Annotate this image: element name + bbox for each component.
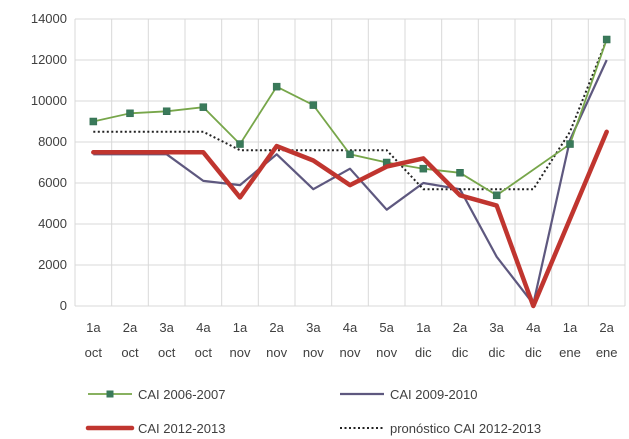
x-tick-label: nov: [340, 345, 361, 360]
series-marker: [236, 140, 244, 148]
series-marker: [272, 82, 281, 91]
y-tick-label: 2000: [38, 257, 67, 272]
y-tick-label: 14000: [31, 11, 67, 26]
x-tick-label: 2a: [269, 320, 284, 335]
x-tick-label: oct: [195, 345, 213, 360]
x-tick-label: 2a: [453, 320, 468, 335]
series-line-2: [91, 129, 609, 309]
x-tick-label: oct: [85, 345, 103, 360]
series-marker: [126, 109, 134, 118]
x-tick-label: dic: [525, 345, 542, 360]
x-tick-label: 1a: [86, 320, 101, 335]
y-tick-label: 6000: [38, 175, 67, 190]
series-marker: [492, 191, 501, 200]
x-tick-label: 3a: [159, 320, 174, 335]
chart-series: [89, 35, 611, 309]
series-marker: [199, 103, 208, 111]
x-tick-label: 1a: [563, 320, 578, 335]
series-line-0: [93, 39, 608, 197]
x-tick-label: 4a: [196, 320, 211, 335]
x-tick-label: dic: [415, 345, 432, 360]
series-marker: [602, 35, 611, 44]
x-tick-label: dic: [488, 345, 505, 360]
y-tick-label: 12000: [31, 52, 67, 67]
x-tick-label: nov: [266, 345, 287, 360]
x-tick-label: ene: [596, 345, 618, 360]
series-line-1: [93, 59, 608, 305]
x-axis-ticks: 1a oct 2a oct 3a oct 4a oct 1a nov 2a nov 3a nov 4a nov…: [85, 320, 618, 360]
x-tick-label: 2a: [599, 320, 614, 335]
series-marker: [346, 150, 354, 159]
x-tick-label: nov: [230, 345, 251, 360]
legend-label-2: CAI 2012-2013: [138, 421, 225, 436]
x-tick-label: 2a: [123, 320, 138, 335]
x-tick-label: oct: [158, 345, 176, 360]
y-axis-ticks: 0 2000 4000 6000 8000 10000 12000 14000: [31, 11, 67, 313]
x-tick-label: 1a: [233, 320, 248, 335]
x-tick-label: ene: [559, 345, 581, 360]
legend-label-1: CAI 2009-2010: [390, 387, 477, 402]
y-tick-label: 10000: [31, 93, 67, 108]
legend-label-3: pronóstico CAI 2012-2013: [390, 421, 541, 436]
x-tick-label: oct: [121, 345, 139, 360]
x-tick-label: 4a: [526, 320, 541, 335]
y-tick-label: 4000: [38, 216, 67, 231]
x-tick-label: dic: [452, 345, 469, 360]
x-tick-label: 4a: [343, 320, 358, 335]
x-tick-label: 3a: [306, 320, 321, 335]
series-marker: [566, 140, 574, 148]
y-tick-label: 0: [60, 298, 67, 313]
x-tick-label: 3a: [489, 320, 504, 335]
x-tick-label: 5a: [379, 320, 394, 335]
series-marker: [309, 101, 318, 109]
series-marker: [89, 117, 98, 126]
series-marker: [456, 169, 464, 177]
series-marker: [419, 164, 428, 173]
series-line-3: [93, 39, 608, 191]
x-tick-label: 1a: [416, 320, 431, 335]
legend-marker: [106, 390, 114, 398]
x-tick-label: nov: [303, 345, 324, 360]
y-tick-label: 8000: [38, 134, 67, 149]
chart-legend: CAI 2006-2007 CAI 2009-2010 CAI 2012-2013 p…: [85, 387, 541, 436]
series-marker: [162, 107, 171, 115]
legend-label-0: CAI 2006-2007: [138, 387, 225, 402]
x-tick-label: nov: [376, 345, 397, 360]
